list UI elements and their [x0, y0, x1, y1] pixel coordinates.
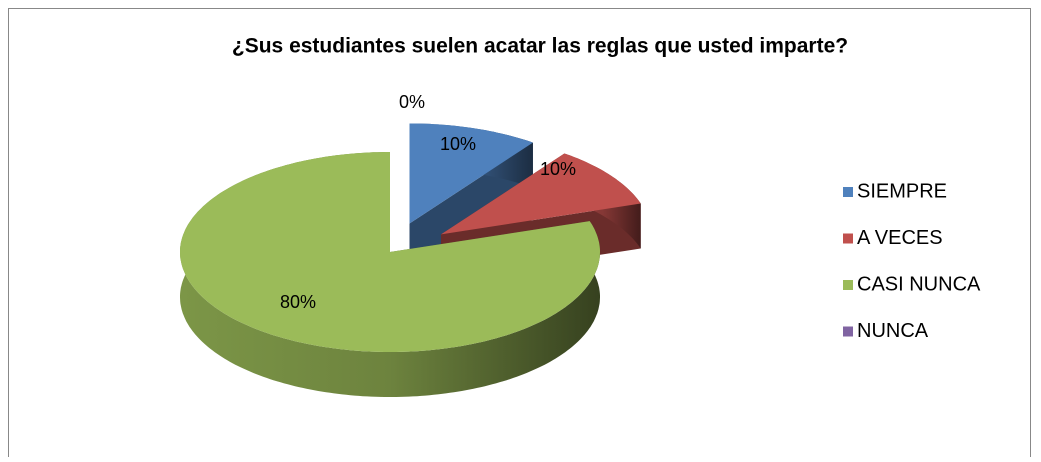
slice-top	[180, 152, 600, 352]
legend-swatch	[843, 326, 853, 337]
slice-top	[409, 123, 533, 224]
legend-swatch	[843, 280, 853, 290]
pie: 10% 10% 0% 80%	[180, 92, 641, 397]
data-label: 0%	[399, 92, 425, 112]
chart-title: ¿Sus estudiantes suelen acatar las regla…	[232, 35, 848, 58]
legend-swatch	[843, 233, 853, 244]
legend-label: CASI NUNCA	[857, 273, 981, 295]
data-label: 80%	[280, 292, 316, 312]
legend-label: SIEMPRE	[857, 180, 947, 202]
legend-swatch	[843, 187, 853, 197]
slice-top	[441, 153, 641, 235]
data-label: 10%	[540, 159, 576, 179]
legend: SIEMPRE A VECES CASI NUNCA NUNCA	[843, 180, 981, 342]
legend-label: NUNCA	[857, 320, 929, 342]
slice	[180, 152, 600, 397]
data-label: 10%	[440, 134, 476, 154]
slice	[409, 123, 533, 269]
legend-label: A VECES	[857, 227, 943, 249]
